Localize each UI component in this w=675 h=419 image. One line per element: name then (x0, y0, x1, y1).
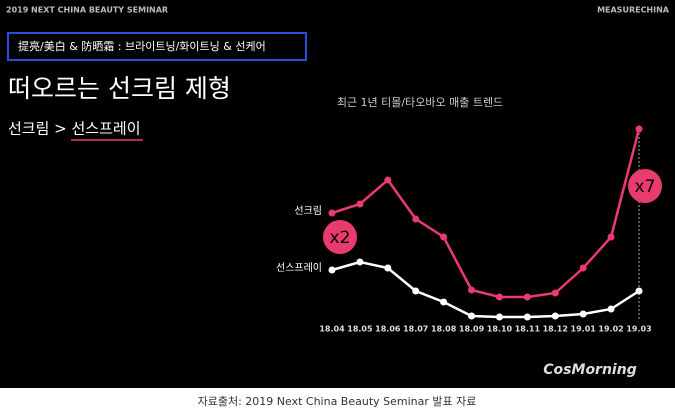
topic-box (7, 32, 307, 61)
series-point (468, 286, 476, 294)
series-label: 선스프레이 (276, 262, 322, 274)
series-point (495, 313, 503, 321)
series-point (607, 233, 615, 241)
x-tick-label: 18.08 (431, 325, 457, 334)
series-point (440, 298, 448, 306)
series-point (356, 258, 364, 266)
topic-text: 提亮/美白 & 防晒霜 : 브라이트닝/화이트닝 & 선케어 (18, 39, 266, 53)
header-right: MEASURECHINA (597, 6, 670, 15)
headline: 떠오르는 선크림 제형 (8, 74, 231, 103)
x-tick-label: 18.04 (319, 325, 345, 334)
series-point (579, 310, 587, 318)
x-tick-label: 18.10 (487, 325, 513, 334)
series-point (523, 313, 531, 321)
x-tick-label: 18.05 (347, 325, 373, 334)
x-tick-label: 18.09 (459, 325, 485, 334)
x-tick-label: 18.07 (403, 325, 428, 334)
x-tick-label: 18.12 (543, 325, 568, 334)
series-label: 선크림 (294, 205, 322, 217)
series-point (412, 287, 420, 295)
series-point (635, 125, 643, 133)
series-line (331, 128, 641, 299)
series-point (523, 293, 531, 301)
series-point (384, 176, 392, 184)
chart-title: 최근 1년 티몰/타오바오 매출 트렌드 (337, 96, 503, 109)
series-point (468, 312, 476, 320)
header-left: 2019 NEXT CHINA BEAUTY SEMINAR (6, 6, 168, 15)
series-point (328, 266, 336, 274)
x-tick-label: 19.01 (571, 325, 597, 334)
annotation-text: x7 (635, 177, 656, 197)
series-point (551, 289, 559, 297)
subheadline: 선크림 > 선스프레이 (8, 120, 141, 138)
series-point (440, 233, 448, 241)
x-tick-label: 18.11 (515, 325, 541, 334)
slide-background (0, 0, 675, 388)
x-tick-label: 19.02 (598, 325, 623, 334)
series-point (356, 200, 364, 208)
plot: 18.04 18.05 18.06 18.07 18.08 18.09 18.10 18.11… (276, 125, 662, 334)
annotation-badge (323, 220, 357, 254)
x-tick-label: 19.03 (626, 325, 651, 334)
series-point (328, 209, 336, 217)
x-tick-label: 18.06 (375, 325, 401, 334)
caption: 자료출처: 2019 Next China Beauty Seminar 발표 … (198, 395, 477, 408)
series-point (412, 215, 420, 223)
series-point (635, 287, 643, 295)
annotation-text: x2 (330, 228, 351, 248)
watermark: CosMorning (543, 362, 636, 378)
series-point (384, 264, 392, 272)
series-point (495, 293, 503, 301)
series-point (607, 305, 615, 313)
annotation-badge (628, 169, 662, 203)
series-point (551, 312, 559, 320)
series-line (331, 260, 640, 319)
series-point (579, 264, 587, 272)
